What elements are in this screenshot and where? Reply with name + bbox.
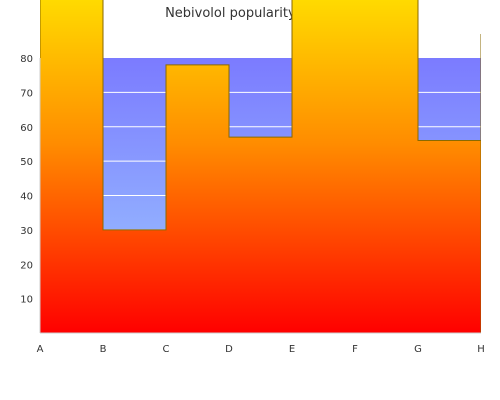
y-tick-label: 30 — [20, 226, 33, 237]
area-layer — [40, 0, 481, 333]
y-tick-label: 60 — [20, 123, 33, 134]
y-tick-label: 80 — [20, 54, 33, 65]
x-tick-label: E — [289, 344, 295, 355]
x-tick-label: B — [100, 344, 107, 355]
y-tick-label: 50 — [20, 157, 33, 168]
y-tick-label: 10 — [20, 295, 33, 306]
x-tick-label: C — [163, 344, 170, 355]
series-area — [40, 0, 481, 333]
x-tick-label: H — [477, 344, 485, 355]
y-tick-label: 40 — [20, 192, 33, 203]
y-tick-label: 20 — [20, 260, 33, 271]
x-tick-labels: A B C D E F G H — [37, 344, 485, 355]
y-tick-labels: 10 20 30 40 50 60 70 80 — [20, 54, 33, 306]
x-tick-label: F — [352, 344, 358, 355]
x-tick-label: G — [414, 344, 422, 355]
y-tick-label: 70 — [20, 88, 33, 99]
x-tick-label: A — [37, 344, 44, 355]
x-tick-label: D — [225, 344, 233, 355]
